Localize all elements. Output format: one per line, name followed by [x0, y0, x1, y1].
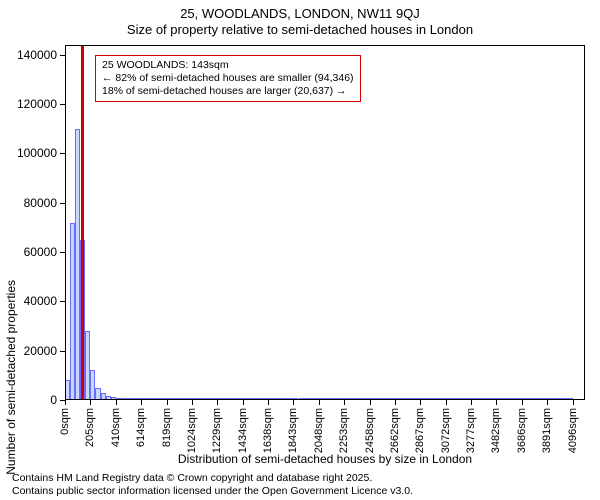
- x-tick-label: 1638sqm: [262, 408, 274, 453]
- x-tick: [293, 400, 294, 405]
- x-tick: [90, 400, 91, 405]
- x-tick: [141, 400, 142, 405]
- y-tick: [60, 55, 65, 56]
- x-tick: [395, 400, 396, 405]
- x-tick: [167, 400, 168, 405]
- x-tick: [116, 400, 117, 405]
- x-tick: [370, 400, 371, 405]
- x-tick-label: 3686sqm: [516, 408, 528, 453]
- x-tick-label: 2458sqm: [364, 408, 376, 453]
- x-tick: [65, 400, 66, 405]
- x-tick-label: 205sqm: [84, 408, 96, 447]
- x-tick-label: 3277sqm: [465, 408, 477, 453]
- x-tick-label: 3891sqm: [541, 408, 553, 453]
- y-tick-label: 100000: [7, 146, 57, 160]
- y-tick-label: 0: [7, 393, 57, 407]
- x-tick: [217, 400, 218, 405]
- y-tick: [60, 351, 65, 352]
- y-tick-label: 80000: [7, 196, 57, 210]
- x-tick-label: 410sqm: [110, 408, 122, 447]
- y-tick-label: 60000: [7, 245, 57, 259]
- x-tick-label: 1434sqm: [237, 408, 249, 453]
- x-tick: [471, 400, 472, 405]
- x-tick: [522, 400, 523, 405]
- x-tick-label: 2867sqm: [414, 408, 426, 453]
- x-tick-label: 4096sqm: [567, 408, 579, 453]
- histogram-bar: [568, 398, 573, 400]
- footer-attribution-2: Contains public sector information licen…: [12, 485, 413, 497]
- y-tick-label: 140000: [7, 48, 57, 62]
- x-tick: [243, 400, 244, 405]
- x-tick-label: 1843sqm: [287, 408, 299, 453]
- x-tick: [420, 400, 421, 405]
- x-axis-label: Distribution of semi-detached houses by …: [65, 452, 585, 466]
- footer-attribution-1: Contains HM Land Registry data © Crown c…: [12, 472, 372, 484]
- callout-box: 25 WOODLANDS: 143sqm← 82% of semi-detach…: [95, 55, 361, 102]
- callout-line1: 25 WOODLANDS: 143sqm: [102, 59, 354, 72]
- x-tick-label: 614sqm: [135, 408, 147, 447]
- y-tick: [60, 301, 65, 302]
- x-tick: [319, 400, 320, 405]
- y-axis-label: Number of semi-detached properties: [4, 280, 18, 475]
- x-tick-label: 3482sqm: [490, 408, 502, 453]
- x-tick-label: 1229sqm: [211, 408, 223, 453]
- x-tick: [496, 400, 497, 405]
- y-tick: [60, 252, 65, 253]
- x-tick-label: 2662sqm: [389, 408, 401, 453]
- x-tick-label: 2253sqm: [338, 408, 350, 453]
- property-marker-line: [81, 45, 84, 400]
- y-tick-label: 20000: [7, 344, 57, 358]
- y-tick-label: 120000: [7, 97, 57, 111]
- callout-line3: 18% of semi-detached houses are larger (…: [102, 85, 354, 98]
- x-tick: [192, 400, 193, 405]
- x-tick: [547, 400, 548, 405]
- x-tick-label: 3072sqm: [440, 408, 452, 453]
- y-tick-label: 40000: [7, 294, 57, 308]
- callout-line2: ← 82% of semi-detached houses are smalle…: [102, 72, 354, 85]
- x-tick-label: 2048sqm: [313, 408, 325, 453]
- x-tick: [446, 400, 447, 405]
- x-tick: [344, 400, 345, 405]
- y-tick: [60, 104, 65, 105]
- chart-title-line2: Size of property relative to semi-detach…: [0, 22, 600, 37]
- x-tick: [268, 400, 269, 405]
- x-tick-label: 819sqm: [161, 408, 173, 447]
- chart-title-line1: 25, WOODLANDS, LONDON, NW11 9QJ: [0, 6, 600, 21]
- x-tick-label: 0sqm: [59, 408, 71, 435]
- x-tick-label: 1024sqm: [186, 408, 198, 453]
- x-tick: [573, 400, 574, 405]
- y-tick: [60, 203, 65, 204]
- y-tick: [60, 153, 65, 154]
